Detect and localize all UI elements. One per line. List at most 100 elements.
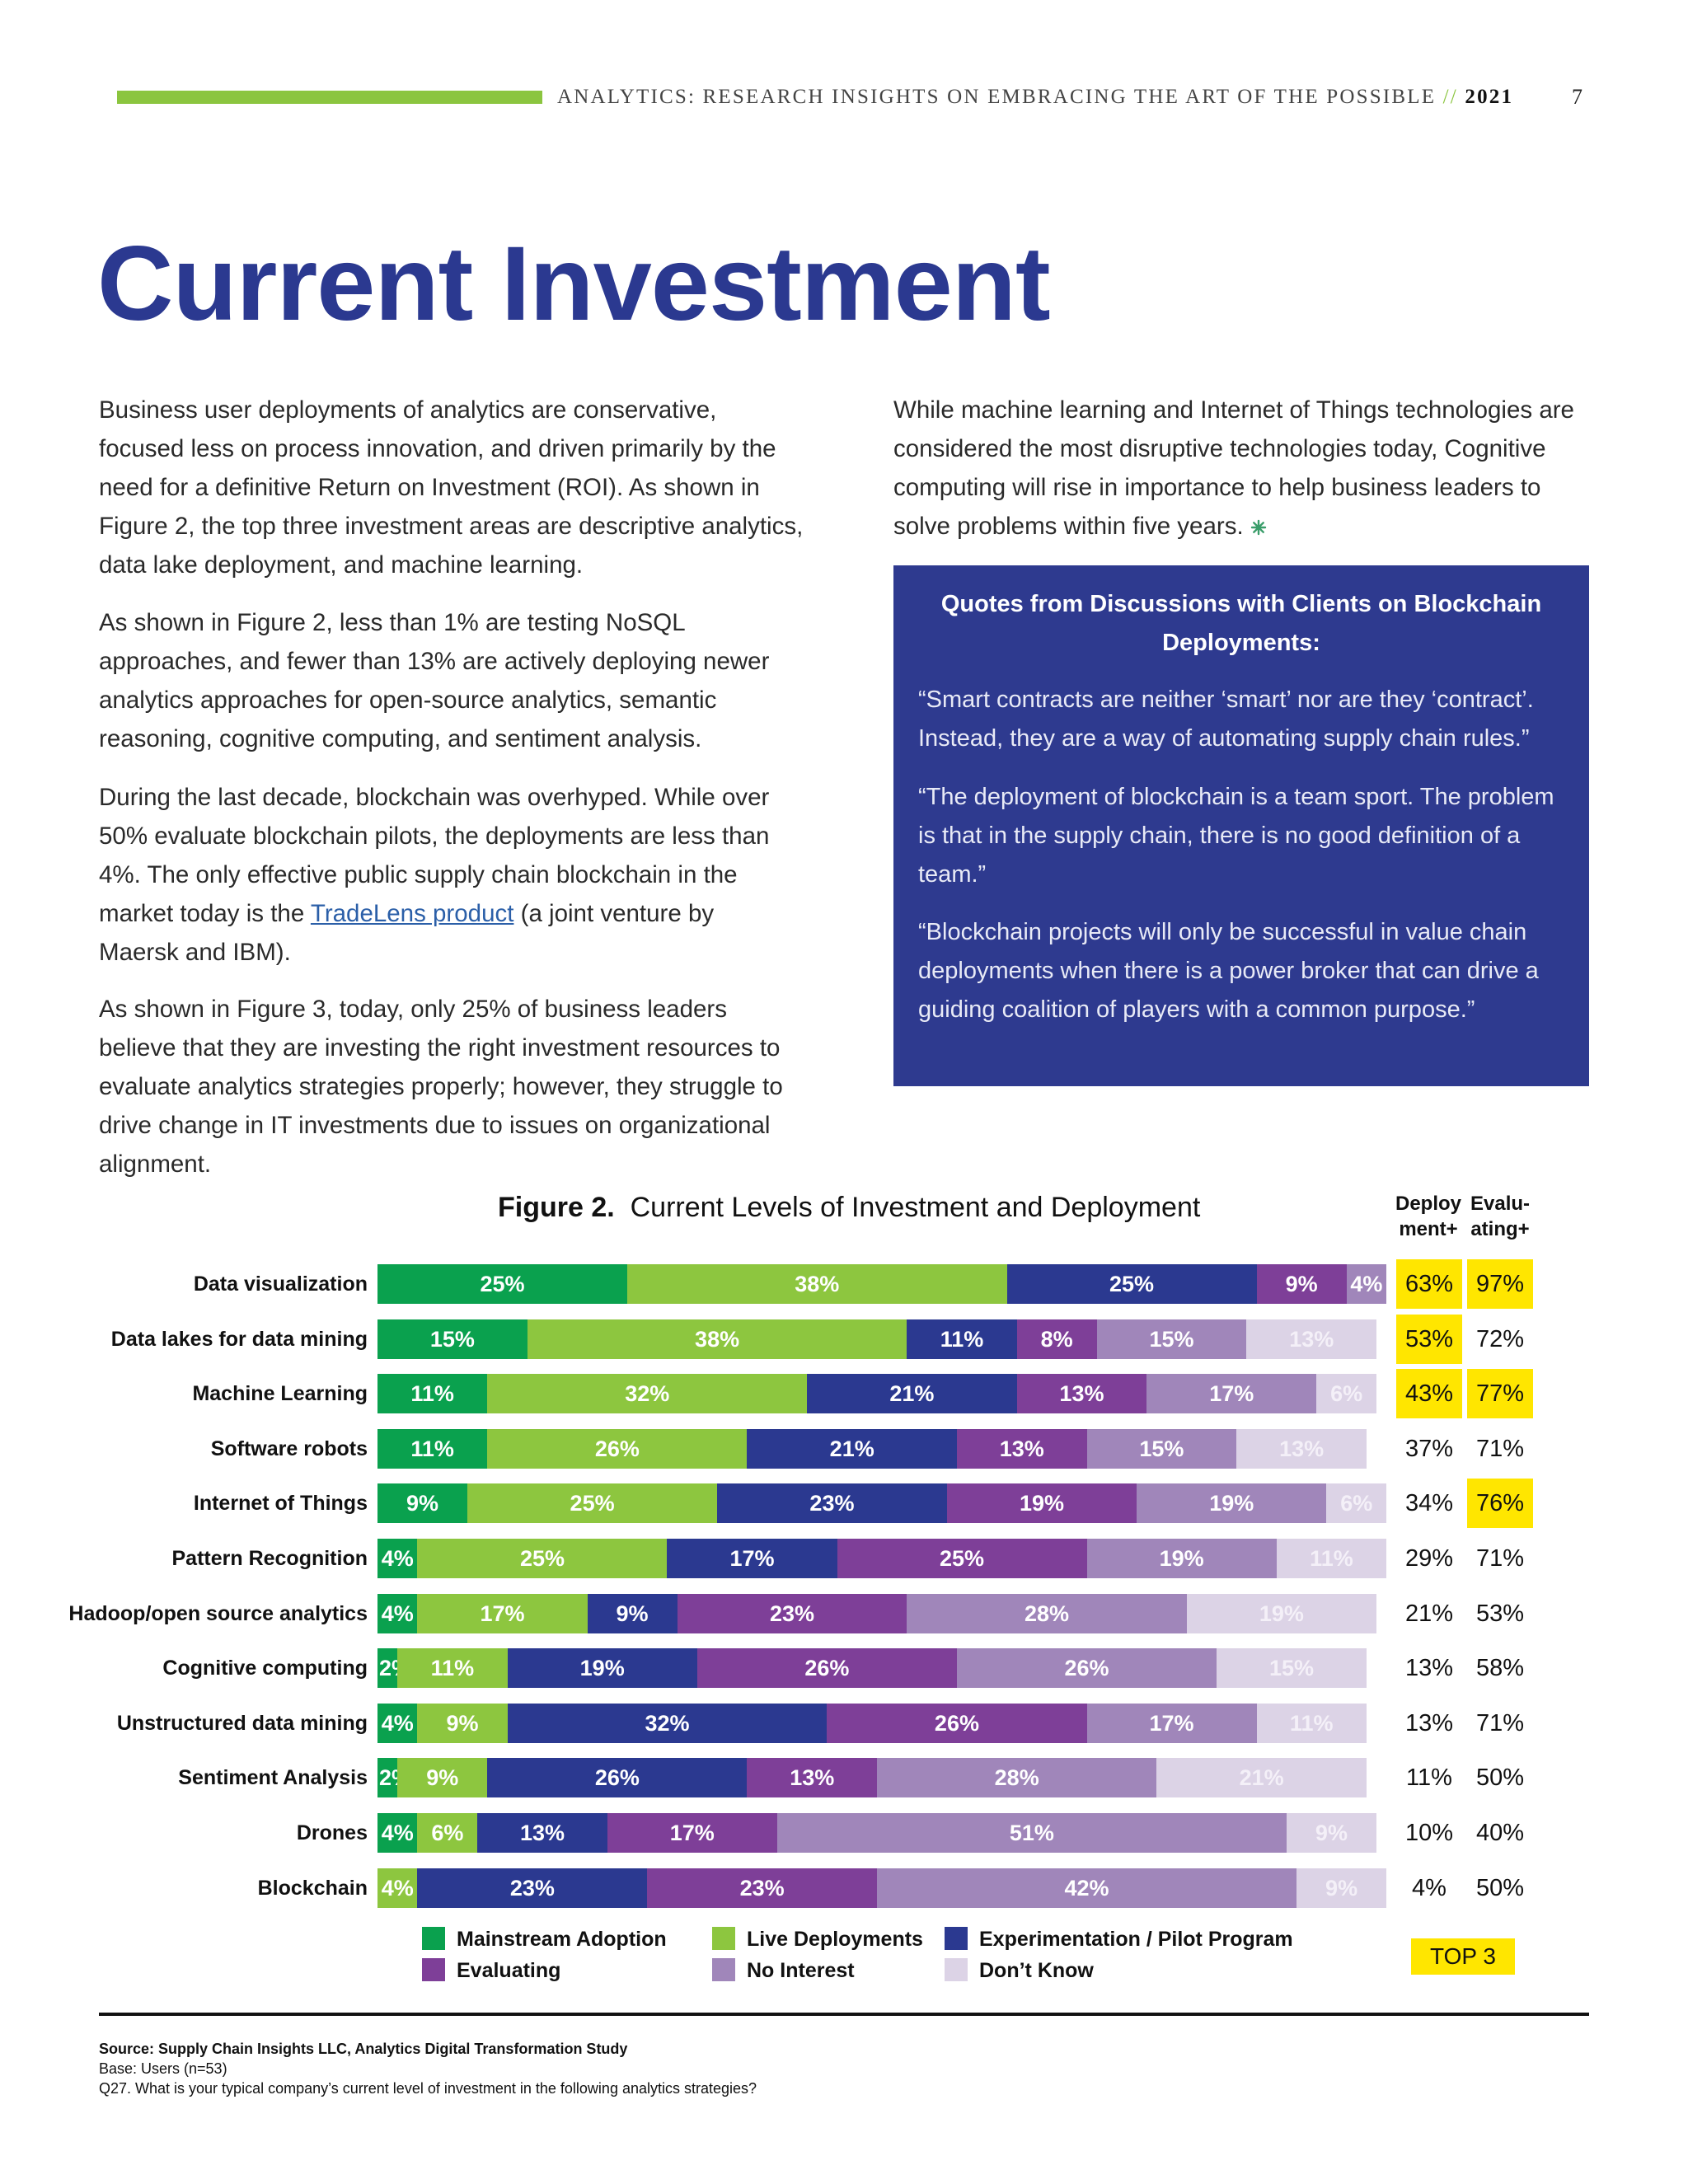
bar-segment-don-t-know: 11% <box>1276 1539 1387 1578</box>
bar-segment-no-interest: 19% <box>1137 1483 1327 1523</box>
evaluating-plus-value: 71% <box>1475 1545 1525 1572</box>
evaluating-plus-value: 76% <box>1467 1479 1533 1528</box>
source-line: Source: Supply Chain Insights LLC, Analy… <box>99 2039 627 2059</box>
question-line: Q27. What is your typical company’s curr… <box>99 2080 757 2097</box>
quote-1: “Smart contracts are neither ‘smart’ nor… <box>918 687 1534 752</box>
category-label-hadoop-open-source-analytics: Hadoop/open source analytics <box>68 1602 368 1625</box>
bar-segment-mainstream-adoption: 9% <box>377 1483 468 1523</box>
deployment-plus-value: 11% <box>1406 1765 1452 1791</box>
deployment-plus-value: 43% <box>1396 1369 1462 1418</box>
bar-segment-no-interest: 15% <box>1096 1319 1247 1359</box>
bar-segment-evaluating: 23% <box>647 1868 877 1908</box>
base-line: Base: Users (n=53) <box>99 2060 227 2077</box>
bar-segment-don-t-know: 9% <box>1296 1868 1387 1908</box>
deployment-plus-value: 63% <box>1396 1259 1462 1309</box>
page-title: Current Investment <box>97 225 1051 343</box>
deployment-plus-value: 13% <box>1404 1655 1454 1681</box>
bar-segment-experimentation-pilot-program: 9% <box>587 1594 678 1633</box>
bar-segment-experimentation-pilot-program: 32% <box>507 1704 828 1743</box>
bar-row-data-lakes-for-data-mining: 15% 38% 11% 8% 15% 13% <box>377 1319 1376 1359</box>
category-label-drones: Drones <box>296 1821 368 1844</box>
bar-segment-experimentation-pilot-program: 21% <box>807 1374 1017 1413</box>
body-paragraph-3-tail: (a joint venture by Maersk and IBM). <box>99 900 715 966</box>
body-paragraph-3: During the last decade, blockchain was o… <box>99 778 783 972</box>
bar-row-cognitive-computing: 2% 11% 19% 26% 26% 15% <box>377 1648 1376 1688</box>
legend-item-no-interest: No Interest <box>712 1957 855 1985</box>
bar-segment-no-interest: 17% <box>1146 1374 1317 1413</box>
bar-segment-live-deployments: 11% <box>397 1648 508 1688</box>
bar-segment-evaluating: 26% <box>827 1704 1087 1743</box>
bar-segment-no-interest: 17% <box>1086 1704 1257 1743</box>
legend-item-evaluating: Evaluating <box>422 1957 560 1985</box>
body-paragraph-4: As shown in Figure 3, today, only 25% of… <box>99 996 783 1178</box>
bar-row-drones: 4% 6% 13% 17% 51% 9% <box>377 1813 1376 1853</box>
bar-segment-experimentation-pilot-program: 11% <box>907 1319 1017 1359</box>
bar-segment-no-interest: 15% <box>1086 1429 1237 1469</box>
bar-segment-mainstream-adoption: 4% <box>377 1539 418 1578</box>
legend-label: Don’t Know <box>979 1959 1094 1982</box>
evaluating-plus-value: 40% <box>1475 1820 1525 1846</box>
bar-row-pattern-recognition: 4% 25% 17% 25% 19% 11% <box>377 1539 1387 1578</box>
legend-swatch <box>422 1958 445 1981</box>
evaluating-plus-value: 97% <box>1467 1259 1533 1309</box>
running-title-year: 2021 <box>1465 86 1514 108</box>
deployment-plus-value: 34% <box>1404 1490 1454 1516</box>
bar-segment-live-deployments: 9% <box>417 1704 508 1743</box>
category-label-internet-of-things: Internet of Things <box>193 1492 368 1515</box>
evaluating-plus-value: 72% <box>1475 1326 1525 1352</box>
page-number: 7 <box>1572 85 1582 109</box>
deployment-plus-value: 13% <box>1404 1710 1454 1736</box>
legend-item-mainstream-adoption: Mainstream Adoption <box>422 1925 667 1953</box>
bar-segment-mainstream-adoption: 25% <box>377 1264 627 1304</box>
evaluating-plus-value: 71% <box>1475 1436 1525 1462</box>
body-paragraph-3-text: During the last decade, blockchain was o… <box>99 784 770 927</box>
legend-label: Live Deployments <box>747 1928 923 1951</box>
bar-row-data-visualization: 25% 38% 25% 9% 4% <box>377 1264 1387 1304</box>
legend-item-experimentation: Experimentation / Pilot Program <box>945 1925 1293 1953</box>
bar-segment-experimentation-pilot-program: 21% <box>747 1429 957 1469</box>
bar-segment-no-interest: 28% <box>907 1594 1187 1633</box>
bar-row-sentiment-analysis: 2% 9% 26% 13% 28% 21% <box>377 1758 1376 1797</box>
running-title: ANALYTICS: RESEARCH INSIGHTS ON EMBRACIN… <box>557 82 1512 112</box>
right-paragraph: While machine learning and Internet of T… <box>893 391 1590 546</box>
bar-segment-no-interest: 26% <box>956 1648 1217 1688</box>
bar-segment-don-t-know: 13% <box>1236 1429 1367 1469</box>
bar-segment-live-deployments: 25% <box>417 1539 668 1578</box>
bar-segment-evaluating: 13% <box>747 1758 877 1797</box>
bar-segment-experimentation-pilot-program: 26% <box>487 1758 748 1797</box>
category-label-data-lakes-for-data-mining: Data lakes for data mining <box>110 1328 368 1351</box>
evaluating-plus-value: 58% <box>1475 1655 1525 1681</box>
bar-row-unstructured-data-mining: 4% 9% 32% 26% 17% 11% <box>377 1704 1376 1743</box>
bar-row-internet-of-things: 9% 25% 23% 19% 19% 6% <box>377 1483 1387 1523</box>
running-title-text: ANALYTICS: RESEARCH INSIGHTS ON EMBRACIN… <box>557 86 1437 108</box>
bar-segment-mainstream-adoption: 4% <box>377 1594 418 1633</box>
bar-segment-live-deployments: 17% <box>417 1594 588 1633</box>
deployment-plus-value: 10% <box>1404 1820 1454 1846</box>
bar-segment-evaluating: 19% <box>946 1483 1137 1523</box>
legend-item-dont-know: Don’t Know <box>945 1957 1094 1985</box>
bar-segment-mainstream-adoption: 4% <box>377 1813 418 1853</box>
bar-segment-evaluating: 23% <box>677 1594 907 1633</box>
legend-label: Evaluating <box>457 1959 561 1982</box>
deployment-plus-value: 21% <box>1404 1601 1454 1627</box>
bar-segment-live-deployments: 4% <box>377 1868 418 1908</box>
bar-segment-live-deployments: 9% <box>397 1758 488 1797</box>
quote-3: “Blockchain projects will only be succes… <box>918 919 1539 1023</box>
category-label-machine-learning: Machine Learning <box>192 1382 368 1405</box>
evaluating-plus-value: 50% <box>1475 1765 1525 1791</box>
figure-title-text: Current Levels of Investment and Deploym… <box>630 1192 1201 1223</box>
bar-segment-mainstream-adoption: 15% <box>377 1319 528 1359</box>
bar-row-software-robots: 11% 26% 21% 13% 15% 13% <box>377 1429 1376 1469</box>
bar-segment-live-deployments: 32% <box>487 1374 808 1413</box>
bar-row-hadoop-open-source-analytics: 4% 17% 9% 23% 28% 19% <box>377 1594 1376 1633</box>
bar-segment-live-deployments: 38% <box>627 1264 1007 1304</box>
bar-segment-don-t-know: 11% <box>1256 1704 1367 1743</box>
snowflake-icon <box>1250 513 1267 540</box>
deployment-plus-value: 29% <box>1404 1545 1454 1572</box>
bar-segment-mainstream-adoption: 11% <box>377 1429 488 1469</box>
category-label-blockchain: Blockchain <box>257 1877 368 1900</box>
bar-segment-don-t-know: 9% <box>1286 1813 1376 1853</box>
right-paragraph-text: While machine learning and Internet of T… <box>893 396 1574 540</box>
tradelens-link[interactable]: TradeLens product <box>310 900 514 927</box>
legend-swatch <box>712 1958 735 1981</box>
